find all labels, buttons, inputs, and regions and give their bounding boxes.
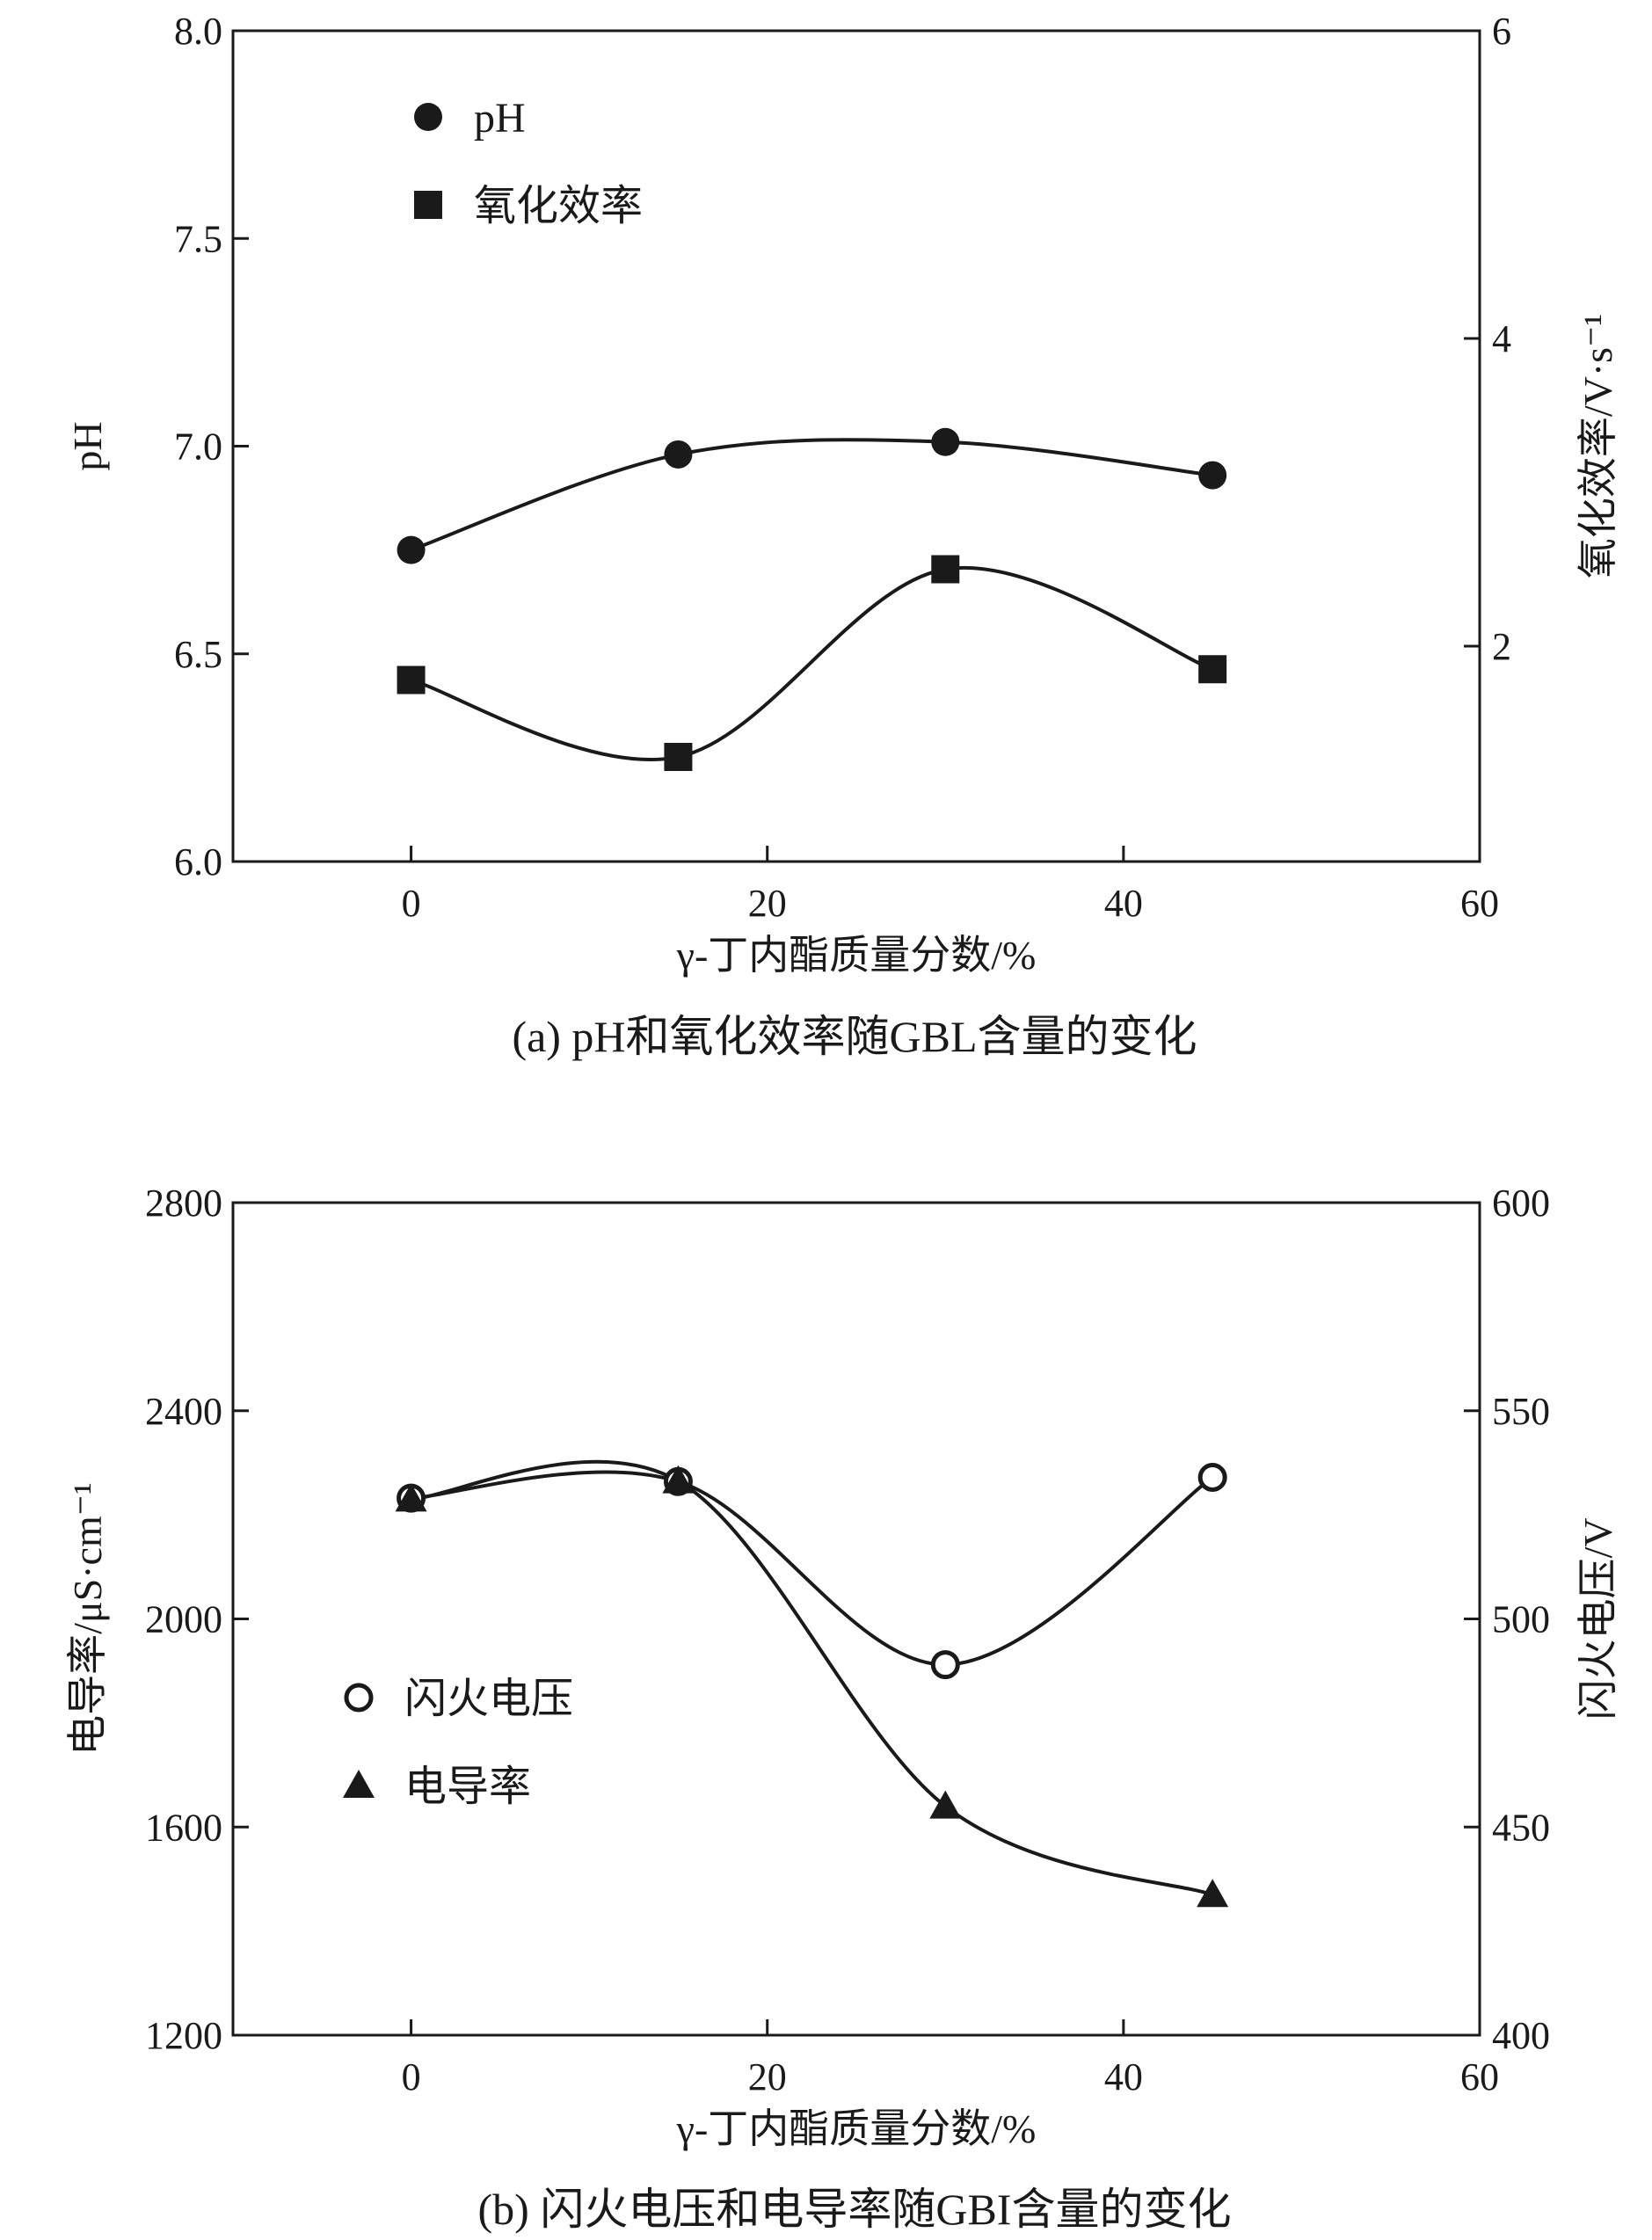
data-point-series-1 xyxy=(1198,461,1227,490)
y-right-tick-label: 500 xyxy=(1492,1598,1550,1641)
y-left-axis-title: 电导率/μS·cm⁻¹ xyxy=(65,1482,110,1756)
y-left-tick-label: 8.0 xyxy=(174,10,222,53)
figure-caption: (a) pH和氧化效率随GBL含量的变化 xyxy=(512,1012,1197,1061)
panel-b: 0 20 40 60 1200 1600 2000 2400 2800 400 450 500 550 6… xyxy=(65,1182,1620,2234)
y-right-tick-label: 600 xyxy=(1492,1182,1550,1225)
series-line-2 xyxy=(411,565,1213,762)
data-point-series-1 xyxy=(1197,1463,1227,1493)
data-point-series-2 xyxy=(929,1790,962,1819)
legend-label: 氧化效率 xyxy=(474,183,643,229)
x-tick-label: 0 xyxy=(402,882,421,925)
y-right-axis-title: 闪火电压/V xyxy=(1576,1518,1620,1720)
y-left-tick-label: 2400 xyxy=(145,1390,222,1433)
y-right-tick-label: 550 xyxy=(1492,1390,1550,1433)
data-point-series-1 xyxy=(931,427,960,456)
figure-caption: (b) 闪火电压和电导率随GBI含量的变化 xyxy=(478,2185,1232,2234)
y-left-tick-label: 6.0 xyxy=(174,840,222,884)
series-line-1 xyxy=(411,1470,1214,1667)
x-tick-label: 40 xyxy=(1104,882,1143,925)
x-tick-label: 60 xyxy=(1460,882,1499,925)
x-tick-label: 20 xyxy=(748,2055,787,2098)
x-axis-title: γ-丁内酯质量分数/% xyxy=(676,933,1037,978)
series-line-1 xyxy=(410,438,1213,552)
y-right-tick-label: 2 xyxy=(1492,625,1511,668)
series-line-2 xyxy=(411,1459,1213,1897)
y-right-tick-label: 6 xyxy=(1492,10,1511,53)
y-left-tick-label: 1200 xyxy=(145,2014,222,2057)
y-right-tick-label: 4 xyxy=(1492,317,1511,360)
y-right-tick-label: 450 xyxy=(1492,1806,1550,1849)
panel-a: 0 20 40 60 6.0 6.5 7.0 7.5 8.0 2 4 6 γ-丁内酯质量分数/% pH 氧化… xyxy=(65,10,1620,1061)
data-point-series-2 xyxy=(931,555,960,584)
x-tick-label: 0 xyxy=(402,2055,421,2098)
y-left-tick-label: 1600 xyxy=(145,1806,222,1849)
y-right-axis-title: 氧化效率/V·s⁻¹ xyxy=(1576,314,1620,578)
legend-marker xyxy=(414,103,442,131)
data-point-series-2 xyxy=(664,743,693,771)
legend-label: pH xyxy=(474,95,526,142)
data-point-series-2 xyxy=(1198,655,1227,684)
data-point-series-2 xyxy=(397,665,426,695)
x-tick-label: 60 xyxy=(1460,2055,1499,2098)
y-right-tick-label: 400 xyxy=(1492,2014,1550,2057)
plot-frame xyxy=(231,29,1481,863)
y-left-axis-title: pH xyxy=(65,421,110,470)
data-point-series-1 xyxy=(664,440,693,469)
y-left-tick-label: 7.5 xyxy=(174,217,222,260)
legend-marker xyxy=(414,191,442,219)
data-point-series-2 xyxy=(395,1483,427,1512)
data-point-series-1 xyxy=(397,535,426,564)
legend-marker xyxy=(343,1770,375,1798)
y-left-tick-label: 2000 xyxy=(145,1598,222,1641)
data-point-series-2 xyxy=(1197,1879,1229,1908)
data-point-series-2 xyxy=(662,1465,695,1494)
x-tick-label: 20 xyxy=(748,882,787,925)
y-left-tick-label: 7.0 xyxy=(174,425,222,469)
y-left-tick-label: 6.5 xyxy=(174,633,222,676)
data-point-series-1 xyxy=(930,1650,960,1680)
legend-marker xyxy=(344,1683,374,1713)
x-axis-title: γ-丁内酯质量分数/% xyxy=(676,2106,1037,2151)
legend-label: 闪火电压 xyxy=(404,1676,573,1722)
legend-label: 电导率 xyxy=(404,1764,531,1810)
y-left-tick-label: 2800 xyxy=(145,1182,222,1225)
plot-frame xyxy=(231,1201,1481,2037)
x-tick-label: 40 xyxy=(1104,2055,1143,2098)
